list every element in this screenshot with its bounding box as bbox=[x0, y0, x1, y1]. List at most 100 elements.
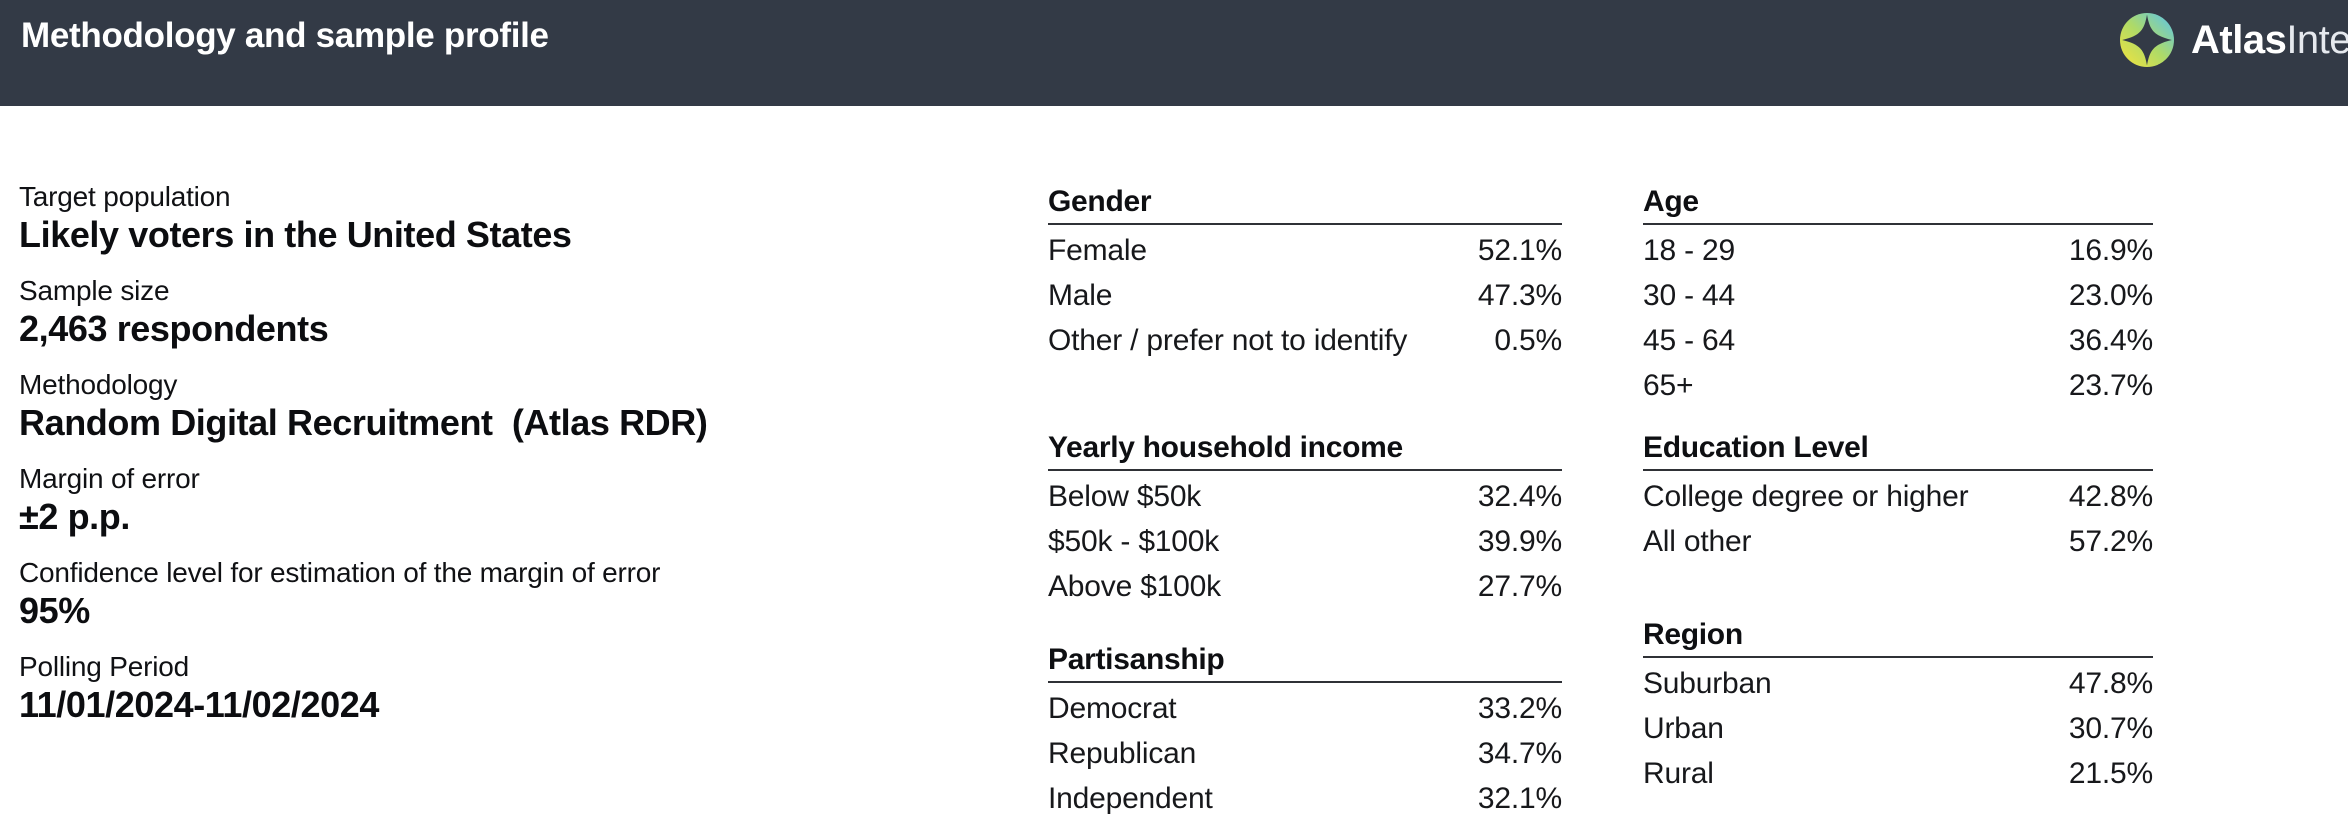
methodology-item-polling-period: Polling Period 11/01/2024-11/02/2024 bbox=[19, 650, 1009, 726]
row-label: 65+ bbox=[1643, 368, 1694, 402]
row-value: 23.7% bbox=[2068, 368, 2153, 402]
profile-section-age: Age 18 - 29 16.9% 30 - 44 23.0% 45 - 64 … bbox=[1643, 184, 2153, 408]
row-value: 23.0% bbox=[2068, 278, 2153, 312]
table-row: 18 - 29 16.9% bbox=[1643, 228, 2153, 273]
methodology-item-margin-of-error: Margin of error ±2 p.p. bbox=[19, 462, 1009, 538]
row-label: Independent bbox=[1048, 781, 1213, 815]
methodology-value: 95% bbox=[19, 590, 90, 631]
section-rows: College degree or higher 42.8% All other… bbox=[1643, 471, 2153, 564]
row-value: 27.7% bbox=[1477, 569, 1562, 603]
row-value: 21.5% bbox=[2068, 756, 2153, 790]
row-value: 39.9% bbox=[1477, 524, 1562, 558]
table-row: Republican 34.7% bbox=[1048, 731, 1562, 776]
atlas-compass-icon bbox=[2120, 13, 2174, 67]
table-row: All other 57.2% bbox=[1643, 519, 2153, 564]
row-value: 32.4% bbox=[1477, 479, 1562, 513]
row-value: 36.4% bbox=[2068, 323, 2153, 357]
section-title: Yearly household income bbox=[1048, 430, 1562, 471]
methodology-label: Sample size bbox=[19, 275, 170, 306]
row-value: 0.5% bbox=[1494, 323, 1562, 357]
row-label: Above $100k bbox=[1048, 569, 1221, 603]
section-rows: Below $50k 32.4% $50k - $100k 39.9% Abov… bbox=[1048, 471, 1562, 609]
methodology-label: Margin of error bbox=[19, 463, 200, 494]
methodology-panel: Target population Likely voters in the U… bbox=[19, 180, 1009, 744]
methodology-item-confidence-level: Confidence level for estimation of the m… bbox=[19, 556, 1009, 632]
row-label: Below $50k bbox=[1048, 479, 1202, 513]
row-label: $50k - $100k bbox=[1048, 524, 1220, 558]
row-value: 33.2% bbox=[1477, 691, 1562, 725]
page-title: Methodology and sample profile bbox=[21, 16, 549, 55]
row-label: Male bbox=[1048, 278, 1113, 312]
table-row: Independent 32.1% bbox=[1048, 776, 1562, 821]
methodology-label: Target population bbox=[19, 181, 231, 212]
table-row: $50k - $100k 39.9% bbox=[1048, 519, 1562, 564]
profile-column-2: Age 18 - 29 16.9% 30 - 44 23.0% 45 - 64 … bbox=[1643, 0, 2153, 830]
profile-section-education: Education Level College degree or higher… bbox=[1643, 430, 2153, 564]
methodology-value: 11/01/2024-11/02/2024 bbox=[19, 684, 379, 725]
table-row: 30 - 44 23.0% bbox=[1643, 273, 2153, 318]
row-label: Democrat bbox=[1048, 691, 1177, 725]
row-label: Urban bbox=[1643, 711, 1724, 745]
brand-logo: AtlasIntel bbox=[2120, 13, 2348, 67]
profile-section-income: Yearly household income Below $50k 32.4%… bbox=[1048, 430, 1562, 609]
row-value: 16.9% bbox=[2068, 233, 2153, 267]
table-row: Female 52.1% bbox=[1048, 228, 1562, 273]
table-row: 45 - 64 36.4% bbox=[1643, 318, 2153, 363]
row-label: Republican bbox=[1048, 736, 1197, 770]
row-value: 30.7% bbox=[2068, 711, 2153, 745]
methodology-value: Likely voters in the United States bbox=[19, 214, 572, 255]
row-label: Female bbox=[1048, 233, 1147, 267]
table-row: College degree or higher 42.8% bbox=[1643, 474, 2153, 519]
section-title: Education Level bbox=[1643, 430, 2153, 471]
section-rows: Female 52.1% Male 47.3% Other / prefer n… bbox=[1048, 225, 1562, 363]
methodology-value: Random Digital Recruitment (Atlas RDR) bbox=[19, 402, 708, 443]
section-rows: Democrat 33.2% Republican 34.7% Independ… bbox=[1048, 683, 1562, 821]
table-row: Rural 21.5% bbox=[1643, 751, 2153, 796]
profile-section-region: Region Suburban 47.8% Urban 30.7% Rural … bbox=[1643, 617, 2153, 796]
methodology-label: Confidence level for estimation of the m… bbox=[19, 557, 661, 588]
row-value: 34.7% bbox=[1477, 736, 1562, 770]
row-label: 18 - 29 bbox=[1643, 233, 1735, 267]
section-title: Gender bbox=[1048, 184, 1562, 225]
section-rows: Suburban 47.8% Urban 30.7% Rural 21.5% bbox=[1643, 658, 2153, 796]
row-value: 47.8% bbox=[2068, 666, 2153, 700]
table-row: Male 47.3% bbox=[1048, 273, 1562, 318]
profile-section-gender: Gender Female 52.1% Male 47.3% Other / p… bbox=[1048, 184, 1562, 363]
table-row: Above $100k 27.7% bbox=[1048, 564, 1562, 609]
brand-name-bold: Atlas bbox=[2191, 18, 2287, 62]
row-label: 45 - 64 bbox=[1643, 323, 1735, 357]
profile-section-partisanship: Partisanship Democrat 33.2% Republican 3… bbox=[1048, 642, 1562, 821]
row-label: Rural bbox=[1643, 756, 1714, 790]
section-title: Region bbox=[1643, 617, 2153, 658]
profile-column-1: Gender Female 52.1% Male 47.3% Other / p… bbox=[1048, 0, 1562, 830]
row-label: 30 - 44 bbox=[1643, 278, 1735, 312]
methodology-item-target-population: Target population Likely voters in the U… bbox=[19, 180, 1009, 256]
row-value: 57.2% bbox=[2068, 524, 2153, 558]
header-bar: Methodology and sample profile AtlasInte… bbox=[0, 0, 2348, 106]
row-value: 42.8% bbox=[2068, 479, 2153, 513]
section-title: Age bbox=[1643, 184, 2153, 225]
methodology-label: Methodology bbox=[19, 369, 178, 400]
table-row: Democrat 33.2% bbox=[1048, 686, 1562, 731]
table-row: Other / prefer not to identify 0.5% bbox=[1048, 318, 1562, 363]
table-row: Suburban 47.8% bbox=[1643, 661, 2153, 706]
row-label: Suburban bbox=[1643, 666, 1772, 700]
brand-name-light: Intel bbox=[2286, 18, 2348, 62]
methodology-value: 2,463 respondents bbox=[19, 308, 329, 349]
row-value: 32.1% bbox=[1477, 781, 1562, 815]
methodology-label: Polling Period bbox=[19, 651, 189, 682]
row-value: 47.3% bbox=[1477, 278, 1562, 312]
methodology-item-methodology: Methodology Random Digital Recruitment (… bbox=[19, 368, 1009, 444]
row-label: College degree or higher bbox=[1643, 479, 1969, 513]
methodology-item-sample-size: Sample size 2,463 respondents bbox=[19, 274, 1009, 350]
table-row: Urban 30.7% bbox=[1643, 706, 2153, 751]
row-label: Other / prefer not to identify bbox=[1048, 323, 1408, 357]
row-label: All other bbox=[1643, 524, 1752, 558]
methodology-value: ±2 p.p. bbox=[19, 496, 130, 537]
section-rows: 18 - 29 16.9% 30 - 44 23.0% 45 - 64 36.4… bbox=[1643, 225, 2153, 408]
row-value: 52.1% bbox=[1477, 233, 1562, 267]
table-row: Below $50k 32.4% bbox=[1048, 474, 1562, 519]
table-row: 65+ 23.7% bbox=[1643, 363, 2153, 408]
brand-name: AtlasIntel bbox=[2191, 13, 2348, 67]
